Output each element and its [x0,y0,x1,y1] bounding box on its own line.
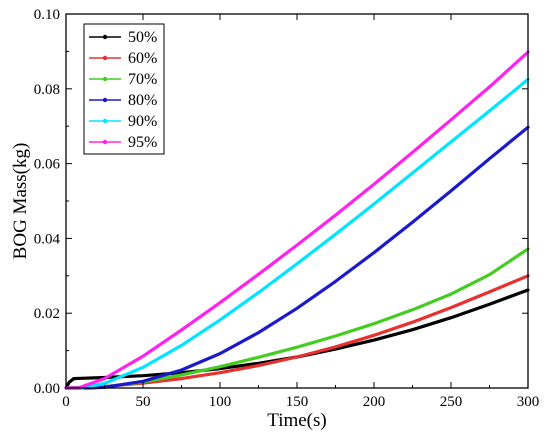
series-line-4 [64,125,530,390]
x-tick-label: 250 [440,394,463,410]
legend-marker [102,118,108,124]
legend-marker [102,76,108,82]
tick-layer: 0 50 100 150 200 250 300 0.00 0.02 0.04 0.06 0.08 0.… [34,7,540,410]
legend-label: 60% [128,50,157,67]
legend-label: 95% [128,134,157,151]
y-tick-label: 0.06 [34,157,61,173]
series-line-5 [64,77,530,390]
legend-box [83,23,165,155]
x-tick-label: 0 [62,394,70,410]
x-tick-label: 200 [363,394,386,410]
legend-label: 90% [128,113,157,130]
y-tick-label: 0.00 [34,381,60,397]
legend-label: 50% [128,29,157,46]
y-tick-label: 0.08 [34,82,60,98]
legend-label: 80% [128,92,157,109]
legend-marker [102,139,108,145]
series-line-3 [64,247,530,390]
legend: 50% 60% 70% 80% 90% 95% [83,23,165,155]
y-tick-label: 0.02 [34,306,60,322]
x-tick-label: 100 [209,394,232,410]
y-tick-label: 0.04 [34,231,61,247]
x-tick-label: 300 [517,394,540,410]
legend-label: 70% [128,71,157,88]
x-axis-label: Time(s) [267,410,326,431]
x-tick-label: 150 [286,394,309,410]
series-line-1 [64,288,530,390]
legend-marker [102,34,108,40]
series-line-6 [64,50,530,390]
legend-marker [102,97,108,103]
x-tick-label: 50 [136,394,151,410]
y-axis-label: BOG Mass(kg) [10,143,31,260]
legend-marker [102,55,108,61]
y-tick-label: 0.10 [34,7,60,23]
